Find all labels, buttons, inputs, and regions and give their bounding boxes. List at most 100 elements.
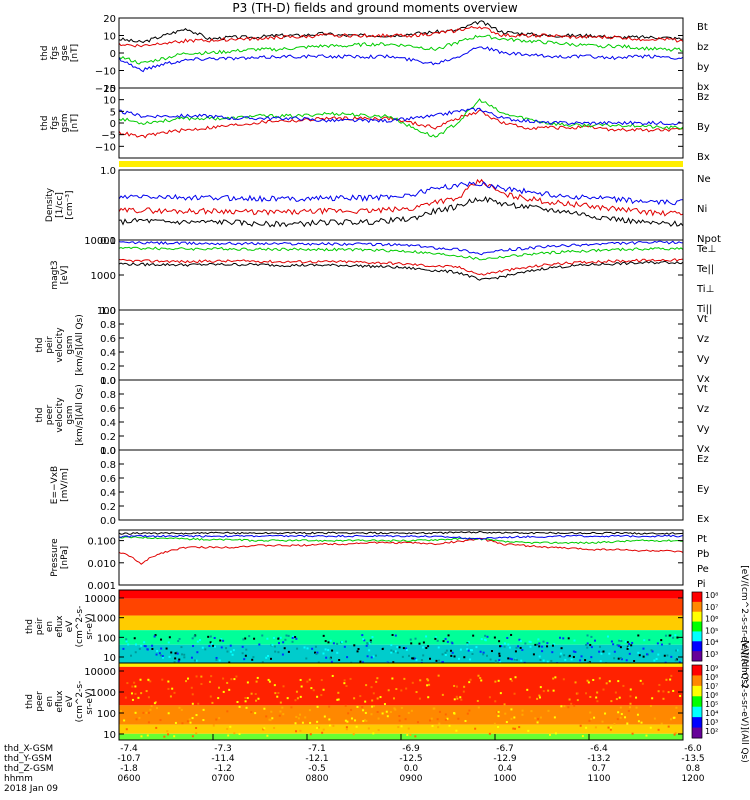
spectrogram-cell <box>414 735 417 738</box>
colorbar-tick-label: 10⁴ <box>705 709 718 718</box>
y-tick-label: 100 <box>97 306 116 317</box>
spectrogram-cell <box>268 718 271 721</box>
spectrogram-cell <box>255 680 258 683</box>
spectrogram-cell <box>163 735 166 738</box>
x-row-value: -7.1 <box>308 744 326 754</box>
status-strip <box>119 161 683 167</box>
spectrogram-cell <box>551 651 554 654</box>
y-axis-label-line: velocity <box>55 397 65 433</box>
y-tick-label: 15 <box>103 84 116 95</box>
y-tick-label: 0.2 <box>100 362 116 373</box>
spectrogram-cell <box>387 689 390 692</box>
spectrogram-cell <box>196 640 199 643</box>
spectrogram-cell <box>526 688 529 691</box>
spectrogram-cell <box>330 660 333 663</box>
spectrogram-cell <box>466 643 469 646</box>
spectrogram-cell <box>425 635 428 638</box>
spectrogram-cell <box>370 713 373 716</box>
x-row-value: 0.0 <box>404 764 419 774</box>
spectrogram-cell <box>651 650 654 653</box>
spectrogram-cell <box>227 734 230 737</box>
spectrogram-cell <box>248 635 251 638</box>
spectrogram-cell <box>391 633 394 636</box>
spectrogram-cell <box>651 697 654 700</box>
spectrogram-cell <box>291 636 294 639</box>
spectrogram-cell <box>325 656 328 659</box>
spectrogram-cell <box>505 721 508 724</box>
spectrogram-cell <box>241 652 244 655</box>
spectrogram-cell <box>441 653 444 656</box>
spectrogram-cell <box>429 657 432 660</box>
spectrogram-cell <box>480 679 483 682</box>
spectrogram-cell <box>400 725 403 728</box>
x-row-value: -12.9 <box>493 754 517 764</box>
spectrogram-cell <box>641 682 644 685</box>
spectrogram-cell <box>392 661 395 664</box>
spectrogram-cell <box>418 697 421 700</box>
spectrogram-cell <box>191 637 194 640</box>
spectrogram-cell <box>395 688 398 691</box>
spectrogram-cell <box>356 705 359 708</box>
spectrogram-cell <box>620 713 623 716</box>
spectrogram-cell <box>167 712 170 715</box>
spectrogram-cell <box>456 697 459 700</box>
spectrogram-cell <box>212 724 215 727</box>
spectrogram-cell <box>437 726 440 729</box>
spectrogram-cell <box>530 710 533 713</box>
legend-Bx: Bx <box>697 152 710 163</box>
spectrogram-cell <box>376 697 379 700</box>
spectrogram-cell <box>238 732 241 735</box>
spectrogram-cell <box>364 711 367 714</box>
x-row-value: 0.4 <box>498 764 513 774</box>
spectrogram-cell <box>209 635 212 638</box>
spectrogram-cell <box>472 634 475 637</box>
spectrogram-cell <box>357 648 360 651</box>
spectrogram-cell <box>371 705 374 708</box>
colorbar-segment <box>692 696 702 708</box>
spectrogram-cell <box>245 648 248 651</box>
spectrogram-cell <box>464 719 467 722</box>
spectrogram-cell <box>550 659 553 662</box>
legend-Ey: Ey <box>697 484 709 495</box>
spectrogram-cell <box>585 692 588 695</box>
spectrogram-cell <box>662 697 665 700</box>
spectrogram-cell <box>397 726 400 729</box>
spectrogram-cell <box>168 655 171 658</box>
spectrogram-cell <box>135 643 138 646</box>
series-Bt <box>118 20 684 44</box>
spectrogram-cell <box>613 723 616 726</box>
spectrogram-cell <box>534 717 537 720</box>
spectrogram-cell <box>507 657 510 660</box>
spectrogram-cell <box>469 649 472 652</box>
spectrogram-cell <box>199 639 202 642</box>
spectrogram-cell <box>602 650 605 653</box>
colorbar-segment <box>692 651 702 662</box>
spectrogram-cell <box>631 732 634 735</box>
spectrogram-cell <box>359 660 362 663</box>
legend-Ni: Ni <box>697 204 707 215</box>
spectrogram-cell <box>362 709 365 712</box>
spectrogram-cell <box>375 680 378 683</box>
spectrogram-cell <box>332 642 335 645</box>
spectrogram-cell <box>479 650 482 653</box>
legend-Vz: Vz <box>697 404 709 415</box>
spectrogram-cell <box>534 643 537 646</box>
spectrogram-cell <box>161 656 164 659</box>
spectrogram-cell <box>133 681 136 684</box>
spectrogram-cell <box>637 720 640 723</box>
spectrogram-cell <box>181 722 184 725</box>
spectrogram-cell <box>191 693 194 696</box>
spectrogram-cell <box>546 645 549 648</box>
spectrogram-cell <box>649 726 652 729</box>
spectrogram-cell <box>411 681 414 684</box>
y-tick-label: 10000 <box>84 594 116 605</box>
spectrogram-cell <box>398 719 401 722</box>
series-Ti⊥ <box>118 240 684 256</box>
spectrogram-cell <box>134 651 137 654</box>
y-axis-label-line: sr-eV) <box>85 613 95 639</box>
y-axis-label-line: [nT] <box>70 44 80 62</box>
spectrogram-cell <box>256 676 259 679</box>
spectrogram-cell <box>400 689 403 692</box>
spectrogram-cell <box>337 691 340 694</box>
spectrogram-cell <box>215 656 218 659</box>
